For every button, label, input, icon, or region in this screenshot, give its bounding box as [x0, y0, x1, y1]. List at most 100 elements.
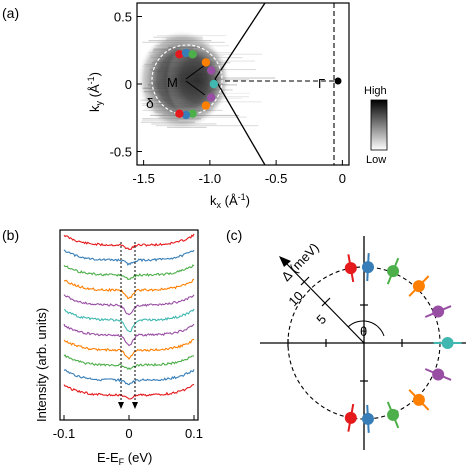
panel-b-ticks: -0.1 0 0.1 [53, 415, 203, 441]
x-tick-label: 0.1 [185, 426, 203, 441]
delta-axis-tick-5 [321, 297, 331, 307]
panel-a-xlabel-unit: (Å [221, 193, 238, 208]
gap-point [344, 262, 357, 275]
panel-b-xlabel-main: E-E [97, 450, 119, 465]
intensity-map [137, 30, 276, 130]
intensity-streak [152, 62, 231, 64]
intensity-streak [151, 123, 217, 125]
panel-b: (b) -0.1 0 0.1 E-EF (eV) Intensity (arb. u… [2, 227, 203, 467]
intensity-streak [141, 103, 212, 105]
colorbar-low-label: Low [366, 154, 386, 166]
colorbar-gradient [370, 99, 388, 151]
delta-pocket-circle [151, 44, 223, 116]
panel-a: (a) M Γ δ -1.5 -1.0 -0.5 00.50-0.5 kx (Å-1) [2, 2, 388, 210]
panel-a-ylabel-exp: -1 [86, 76, 96, 84]
intensity-streak [153, 36, 203, 38]
intensity-streak [159, 79, 249, 81]
bz-boundary-upper [214, 2, 266, 80]
panel-a-label: (a) [2, 5, 19, 21]
colorbar-high-label: High [364, 85, 387, 97]
x-tick-label: -0.1 [53, 426, 75, 441]
intensity-streak [148, 84, 237, 86]
edc-curve [63, 264, 195, 281]
panel-b-xlabel-sub: F [119, 457, 125, 467]
gap-point [387, 408, 400, 421]
intensity-streak [166, 38, 203, 40]
intensity-streak [141, 104, 211, 106]
intensity-streak [142, 41, 225, 43]
edc-curve [63, 278, 195, 300]
intensity-streak [150, 57, 243, 59]
intensity-streak [148, 40, 212, 42]
intensity-streak [162, 74, 212, 76]
panel-a-xlabel: kx (Å-1) [210, 192, 250, 210]
intensity-streak [140, 121, 196, 123]
bz-boundary-lower [214, 78, 266, 166]
delta-axis-tick-10-label: 10 [285, 288, 306, 309]
gap-point [441, 337, 454, 349]
y-tick-label: 0 [125, 77, 132, 92]
intensity-streak [153, 48, 193, 50]
edc-curve [63, 249, 195, 266]
intensity-streak [153, 72, 220, 74]
gap-anisotropy-points [344, 253, 462, 433]
fermi-surface-point [175, 50, 184, 59]
panel-a-xlabel-sub: x [217, 200, 222, 210]
fermi-surface-point [201, 58, 211, 67]
fermi-surface-points [175, 48, 219, 120]
intensity-streak [160, 43, 209, 45]
intensity-streak [166, 126, 207, 128]
fermi-surface-point [207, 66, 216, 75]
panel-a-xlabel-exp: -1 [238, 192, 246, 202]
intensity-streak [153, 53, 263, 55]
fermi-surface-point [188, 109, 197, 118]
panel-a-ylabel-unit: (Å [87, 84, 102, 101]
gap-point [432, 368, 445, 381]
edc-curves [63, 233, 195, 400]
intensity-streak [156, 35, 227, 37]
intensity-streak [153, 70, 223, 72]
polar-axis-ticks [287, 304, 403, 382]
panel-b-xlabel: E-EF (eV) [97, 450, 152, 467]
fermi-surface-point [181, 48, 191, 58]
colorbar: High Low [364, 85, 388, 166]
fermi-surface-point [201, 101, 211, 110]
panel-c: (c) Δ (meV) 5 10 θ [226, 227, 466, 450]
gap-arrow-left [118, 402, 124, 409]
fermi-surface-point [181, 110, 191, 120]
y-tick-label: 0.5 [114, 10, 132, 25]
intensity-streak [142, 109, 223, 111]
intensity-streak [142, 118, 202, 120]
intensity-streak [152, 50, 198, 52]
intensity-streak [148, 106, 198, 108]
gap-point [412, 393, 425, 406]
intensity-streak [151, 82, 200, 84]
intensity-streak [147, 92, 250, 94]
fermi-surface-point [209, 79, 219, 89]
intensity-streak [144, 63, 227, 65]
delta-axis-arrow [279, 256, 291, 267]
intensity-streak [166, 89, 233, 91]
intensity-streak [142, 120, 179, 122]
gap-point [412, 280, 425, 293]
intensity-streak [144, 108, 186, 110]
m-point-label: M [167, 75, 178, 90]
intensity-streak [140, 99, 178, 101]
intensity-streak [145, 97, 242, 99]
x-tick-label: -1.0 [199, 171, 221, 186]
y-tick-label: -0.5 [110, 145, 132, 160]
panel-b-ylabel: Intensity (arb. units) [34, 308, 49, 422]
gap-point [361, 412, 374, 425]
edc-curve [63, 383, 195, 400]
gap-point [361, 261, 374, 274]
x-tick-label: 0 [339, 171, 346, 186]
theta-label: θ [360, 324, 367, 339]
gap-point [432, 305, 445, 318]
intensity-streak [143, 91, 212, 93]
edc-curve [63, 354, 195, 371]
gamma-point-label: Γ [318, 76, 325, 91]
intensity-streak [149, 80, 182, 82]
m-point-line-lower [185, 80, 206, 96]
delta-axis-tick-5-label: 5 [313, 311, 329, 327]
